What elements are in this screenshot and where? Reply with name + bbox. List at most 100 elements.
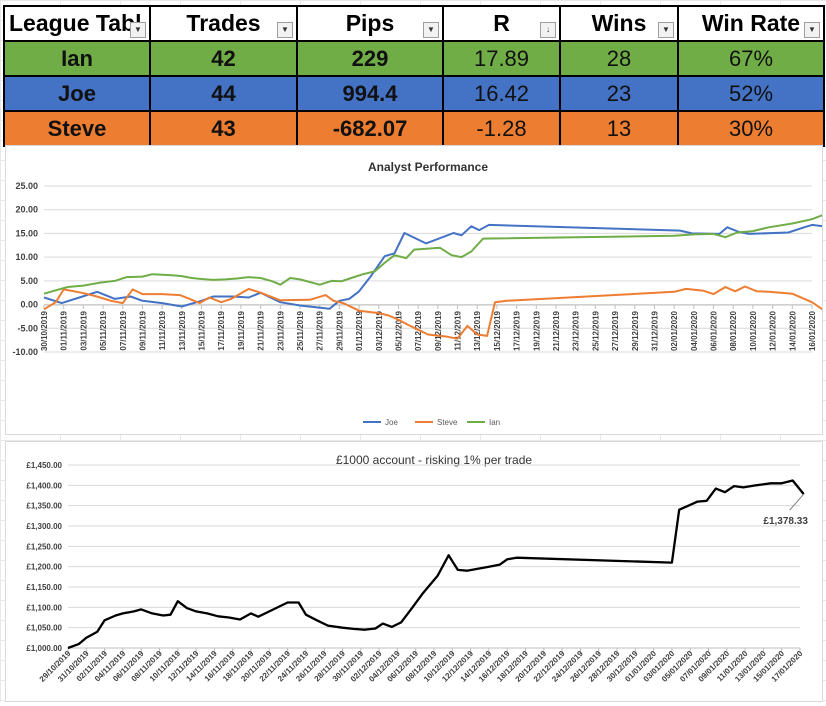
x-tick-label: 29/11/2019 — [335, 310, 344, 350]
x-tick-label: 08/01/2020 — [729, 310, 738, 351]
table-row: Steve 43 -682.07 -1.28 13 30% — [3, 110, 825, 147]
x-tick-label: 25/12/2019 — [591, 310, 600, 351]
analyst-name: Joe — [3, 75, 151, 112]
x-tick-label: 11/11/2019 — [158, 310, 167, 350]
legend-label: Ian — [489, 418, 500, 427]
header-label: Pips — [345, 10, 395, 36]
x-tick-label: 01/11/2019 — [60, 310, 69, 350]
x-tick-label: 03/11/2019 — [79, 310, 88, 350]
x-tick-label: 21/11/2019 — [257, 310, 266, 350]
header-label: R — [493, 10, 510, 36]
series-line-joe — [43, 223, 824, 310]
wins-cell: 23 — [559, 75, 679, 112]
x-tick-label: 23/11/2019 — [276, 310, 285, 350]
wins-cell: 13 — [559, 110, 679, 147]
pips-cell: -682.07 — [296, 110, 444, 147]
x-tick-label: 09/11/2019 — [138, 310, 147, 350]
header-league-table: League Tabl ▼ — [3, 5, 151, 42]
y-tick-label: £1,200.00 — [26, 563, 62, 572]
y-tick-label: £1,100.00 — [26, 603, 62, 612]
header-wins: Wins ▼ — [559, 5, 679, 42]
y-tick-label: 0.00 — [20, 300, 38, 310]
x-tick-label: 17/11/2019 — [217, 310, 226, 350]
y-tick-label: £1,300.00 — [26, 522, 62, 531]
y-tick-label: £1,000.00 — [26, 644, 62, 653]
x-tick-label: 05/11/2019 — [99, 310, 108, 350]
r-cell: -1.28 — [442, 110, 561, 147]
y-tick-label: 20.00 — [15, 205, 38, 215]
win-rate-cell: 67% — [677, 40, 825, 77]
r-cell: 17.89 — [442, 40, 561, 77]
y-tick-label: £1,400.00 — [26, 481, 62, 490]
x-tick-label: 25/11/2019 — [296, 310, 305, 350]
table-row: Ian 42 229 17.89 28 67% — [3, 40, 825, 77]
series-line-steve — [43, 285, 825, 340]
header-r: R ↓ — [442, 5, 561, 42]
account-growth-svg: £1000 account - risking 1% per trade £1,4… — [26, 453, 808, 684]
trades-cell: 43 — [149, 110, 298, 147]
win-rate-cell: 52% — [677, 75, 825, 112]
x-tick-label: 30/10/2019 — [40, 310, 49, 351]
x-tick-label: 04/01/2020 — [690, 310, 699, 351]
filter-dropdown-icon[interactable]: ▼ — [658, 22, 674, 38]
y-tick-label: £1,350.00 — [26, 502, 62, 511]
x-tick-label: 27/12/2019 — [611, 310, 620, 351]
wins-cell: 28 — [559, 40, 679, 77]
y-tick-label: £1,050.00 — [26, 624, 62, 633]
y-tick-label: 15.00 — [15, 228, 38, 238]
x-tick-label: 06/01/2020 — [710, 310, 719, 351]
r-cell: 16.42 — [442, 75, 561, 112]
sort-descending-icon[interactable]: ↓ — [540, 22, 556, 38]
x-tick-label: 10/01/2020 — [749, 310, 758, 351]
series-line-balance — [67, 479, 805, 650]
x-tick-label: 31/12/2019 — [650, 310, 659, 351]
x-tick-label: 13/11/2019 — [178, 310, 187, 350]
legend-label: Joe — [385, 418, 398, 427]
x-tick-label: 29/12/2019 — [631, 310, 640, 351]
y-tick-label: £1,250.00 — [26, 542, 62, 551]
header-label: League Tabl — [9, 10, 142, 36]
x-tick-label: 02/01/2020 — [670, 310, 679, 351]
chart-title: Analyst Performance — [368, 160, 488, 174]
pips-cell: 994.4 — [296, 75, 444, 112]
x-tick-label: 17/12/2019 — [513, 310, 522, 351]
table-row: Joe 44 994.4 16.42 23 52% — [3, 75, 825, 112]
header-label: Win Rate — [701, 10, 801, 36]
league-header-row: League Tabl ▼ Trades ▼ Pips ▼ R ↓ Wins ▼ Win … — [3, 5, 825, 42]
filter-dropdown-icon[interactable]: ▼ — [130, 22, 146, 38]
analyst-performance-chart[interactable]: Analyst Performance 25.00 20.00 15.00 10.00 5… — [5, 145, 826, 435]
win-rate-cell: 30% — [677, 110, 825, 147]
x-tick-label: 01/12/2019 — [355, 310, 364, 351]
header-pips: Pips ▼ — [296, 5, 444, 42]
y-tick-label: 5.00 — [20, 276, 38, 286]
x-tick-label: 19/11/2019 — [237, 310, 246, 350]
league-table: League Tabl ▼ Trades ▼ Pips ▼ R ↓ Wins ▼ Win … — [3, 5, 825, 147]
series-line-ian — [43, 214, 826, 295]
x-tick-label: 19/12/2019 — [532, 310, 541, 351]
y-tick-label: £1,150.00 — [26, 583, 62, 592]
analyst-name: Ian — [3, 40, 151, 77]
account-growth-chart[interactable]: £1000 account - risking 1% per trade £1,4… — [5, 441, 823, 702]
filter-dropdown-icon[interactable]: ▼ — [277, 22, 293, 38]
header-win-rate: Win Rate ▼ — [677, 5, 825, 42]
chart-title: £1000 account - risking 1% per trade — [336, 453, 532, 467]
y-tick-label: 10.00 — [15, 252, 38, 262]
filter-dropdown-icon[interactable]: ▼ — [804, 22, 820, 38]
trades-cell: 44 — [149, 75, 298, 112]
header-label: Wins — [591, 10, 647, 36]
trades-cell: 42 — [149, 40, 298, 77]
x-tick-label: 21/12/2019 — [552, 310, 561, 351]
x-tick-label: 05/12/2019 — [394, 310, 403, 351]
filter-dropdown-icon[interactable]: ▼ — [423, 22, 439, 38]
x-tick-label: 16/01/2020 — [808, 310, 817, 351]
legend-label: Steve — [437, 418, 458, 427]
y-tick-label: £1,450.00 — [26, 461, 62, 470]
data-label-final-balance: £1,378.33 — [763, 516, 808, 527]
analyst-performance-svg: Analyst Performance 25.00 20.00 15.00 10.00 5… — [12, 160, 826, 427]
annotation-leader-line — [789, 493, 805, 511]
y-tick-label: 25.00 — [15, 181, 38, 191]
x-tick-label: 15/11/2019 — [198, 310, 207, 350]
pips-cell: 229 — [296, 40, 444, 77]
x-tick-label: 15/12/2019 — [493, 310, 502, 351]
x-tick-label: 12/01/2020 — [769, 310, 778, 351]
